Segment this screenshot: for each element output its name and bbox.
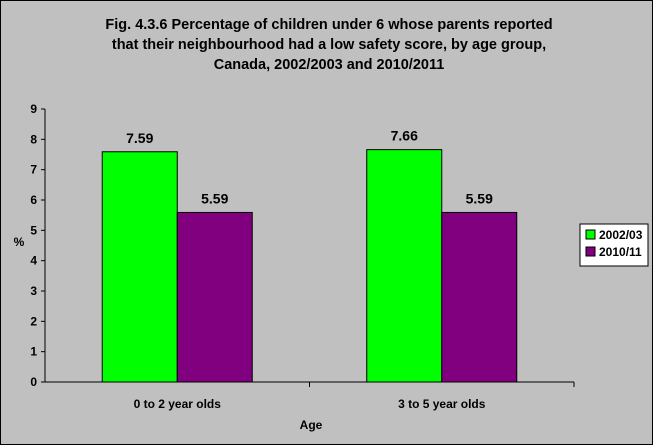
bar-2010-11-cat-0 <box>176 211 253 383</box>
legend-label: 2002/03 <box>599 228 643 242</box>
x-axis-label: Age <box>300 418 323 432</box>
legend-box <box>579 223 649 267</box>
data-label: 7.66 <box>391 128 418 144</box>
data-label: 5.59 <box>466 190 493 206</box>
plot-area: 0 1 2 3 4 5 6 7 8 9 7.59 5.59 0 to 2 year olds 7.66 5.… <box>30 102 575 411</box>
legend: 2002/03 2010/11 <box>579 223 649 267</box>
y-tick-label: 9 <box>30 102 37 116</box>
legend-label: 2010/11 <box>599 245 642 259</box>
bar-2002-03-cat-0 <box>101 151 178 383</box>
y-axis-label: % <box>14 235 25 249</box>
data-label: 7.59 <box>126 130 153 146</box>
x-tick-label: 3 to 5 year olds <box>398 397 486 411</box>
y-tick-label: 3 <box>30 284 37 298</box>
legend-swatch <box>585 229 596 240</box>
bar-2010-11-cat-1 <box>441 211 518 383</box>
y-tick-label: 0 <box>30 375 37 389</box>
data-label: 5.59 <box>201 190 228 206</box>
chart-title-line-1: Fig. 4.3.6 Percentage of children under … <box>105 17 552 33</box>
y-tick-label: 8 <box>30 132 37 146</box>
chart-title-line-3: Canada, 2002/2003 and 2010/2011 <box>214 57 445 73</box>
chart-title-line-2: that their neighbourhood had a low safet… <box>112 37 546 53</box>
bar-2002-03-cat-1 <box>366 149 443 383</box>
y-tick-label: 7 <box>30 163 37 177</box>
y-tick-label: 6 <box>30 193 37 207</box>
legend-swatch <box>585 246 596 257</box>
y-tick-label: 5 <box>30 223 37 237</box>
y-tick-label: 1 <box>30 345 37 359</box>
x-tick-label: 0 to 2 year olds <box>134 397 222 411</box>
chart-title: Fig. 4.3.6 Percentage of children under … <box>105 17 552 73</box>
y-tick-label: 2 <box>30 314 37 328</box>
y-tick-label: 4 <box>30 254 37 268</box>
